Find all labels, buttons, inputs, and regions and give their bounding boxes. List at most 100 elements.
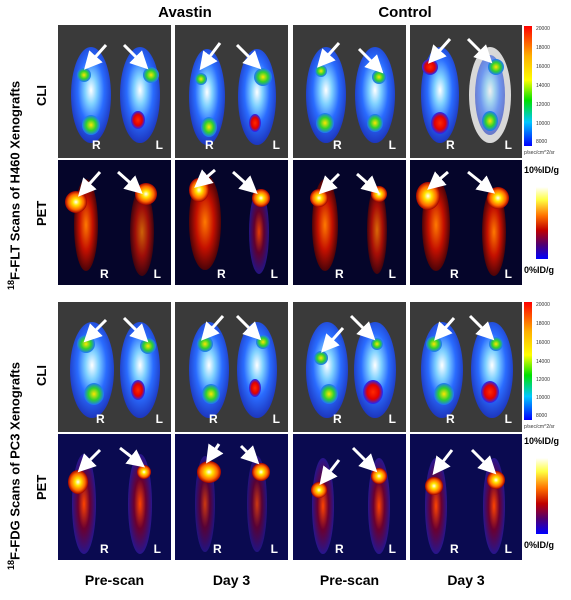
mice-cli-image [70, 316, 160, 418]
label-l: L [153, 542, 161, 556]
label-l: L [272, 138, 280, 152]
label-l: L [153, 267, 161, 281]
cli-tick: 12000 [536, 102, 550, 108]
label-r: R [335, 542, 344, 556]
label-l: L [504, 542, 512, 556]
pet-scale-min: 0%ID/g [524, 265, 555, 275]
mice-pet-image [410, 434, 522, 560]
label-r: R [450, 267, 459, 281]
label-r: R [100, 267, 109, 281]
cli-unit: p/sec/cm^2/sr [524, 424, 555, 430]
cli-colorbar-gradient [524, 26, 532, 146]
label-r: R [205, 138, 214, 152]
pet-panel-pc3-avastin-day3: R L [175, 434, 288, 560]
label-l: L [504, 267, 512, 281]
row-label-cli-top: CLI [34, 85, 49, 106]
cli-tick: 16000 [536, 64, 550, 70]
label-r: R [333, 138, 342, 152]
label-l: L [388, 267, 396, 281]
cli-colorbar-gradient [524, 302, 532, 420]
timepoint-label: Pre-scan [84, 572, 145, 588]
mice-pet-image [293, 160, 406, 285]
mice-pet-image [58, 434, 171, 560]
cli-panel-pc3-control-day3: R L [410, 302, 522, 432]
label-l: L [270, 542, 278, 556]
timepoint-label: Day 3 [212, 572, 251, 588]
cli-tick: 20000 [536, 302, 550, 308]
label-l: L [388, 412, 396, 426]
mice-cli-image [71, 43, 160, 143]
pet-panel-h460-avastin-day3: R L [175, 160, 288, 285]
label-l: L [272, 412, 280, 426]
cli-tick: 16000 [536, 340, 550, 346]
row-label-cli-bottom: CLI [34, 365, 49, 386]
pet-panel-h460-avastin-prescan: R L [58, 160, 171, 285]
cli-panel-pc3-control-prescan: R L [293, 302, 406, 432]
mice-pet-image [175, 160, 288, 285]
cli-tick: 20000 [536, 26, 550, 32]
cli-panel-h460-control-prescan: R L [293, 25, 406, 158]
side-title-top-sup: 18 [6, 279, 16, 290]
cli-colorbar-top: 20000 18000 16000 14000 12000 10000 8000… [524, 26, 568, 158]
cli-tick: 14000 [536, 359, 550, 365]
label-r: R [100, 542, 109, 556]
label-r: R [96, 412, 105, 426]
pet-colorbar-gradient [536, 458, 548, 534]
label-r: R [213, 542, 222, 556]
mice-pet-image [175, 434, 288, 560]
cli-panel-pc3-avastin-prescan: R L [58, 302, 171, 432]
cli-panel-h460-avastin-prescan: R L [58, 25, 171, 158]
label-r: R [92, 138, 101, 152]
cli-tick: 10000 [536, 395, 550, 401]
mice-pet-image [58, 160, 171, 285]
label-l: L [504, 412, 512, 426]
label-r: R [333, 412, 342, 426]
pet-panel-h460-control-day3: R L [410, 160, 522, 285]
side-title-bottom: 18F-FDG Scans of PC3 Xenografts [6, 362, 22, 570]
label-r: R [450, 542, 459, 556]
cli-tick: 14000 [536, 83, 550, 89]
side-title-top-text: F-FLT Scans of H460 Xenografts [7, 80, 23, 280]
side-title-bottom-sup: 18 [6, 559, 16, 570]
label-r: R [446, 138, 455, 152]
pet-colorbar-bottom: 10%ID/g 0%ID/g [524, 436, 571, 560]
mice-pet-image [410, 160, 522, 285]
cli-colorbar-bottom: 20000 18000 16000 14000 12000 10000 8000… [524, 302, 568, 432]
label-l: L [155, 412, 163, 426]
timepoint-label: Day 3 [447, 572, 485, 588]
pet-panel-pc3-control-prescan: R L [293, 434, 406, 560]
cli-tick: 8000 [536, 139, 548, 145]
label-l: L [388, 138, 396, 152]
cli-panel-h460-avastin-day3: R L [175, 25, 288, 158]
mice-pet-image [293, 434, 406, 560]
pet-scale-min: 0%ID/g [524, 540, 555, 550]
cli-panel-h460-control-day3: R L [410, 25, 522, 158]
label-r: R [217, 267, 226, 281]
group-label-control: Control [378, 4, 432, 21]
pet-colorbar-gradient [536, 187, 548, 259]
cli-tick: 18000 [536, 321, 550, 327]
cli-tick: 8000 [536, 413, 548, 419]
mice-cli-image [421, 314, 513, 418]
pet-panel-pc3-control-day3: R L [410, 434, 522, 560]
cli-tick: 12000 [536, 377, 550, 383]
row-label-pet-bottom: PET [34, 474, 49, 500]
mice-cli-image [189, 42, 276, 145]
label-l: L [504, 138, 512, 152]
label-l: L [388, 542, 396, 556]
pet-scale-max: 10%ID/g [524, 165, 560, 175]
pet-panel-pc3-avastin-prescan: R L [58, 434, 171, 560]
cli-panel-pc3-avastin-day3: R L [175, 302, 288, 432]
label-l: L [270, 267, 278, 281]
side-title-top: 18F-FLT Scans of H460 Xenografts [6, 81, 22, 290]
mice-cli-image [189, 314, 277, 418]
label-r: R [446, 412, 455, 426]
cli-tick: 18000 [536, 45, 550, 51]
cli-tick: 10000 [536, 121, 550, 127]
group-label-avastin: Avastin [158, 4, 212, 21]
mice-cli-image [421, 37, 511, 143]
label-l: L [155, 138, 163, 152]
mice-cli-image [306, 314, 396, 418]
pet-panel-h460-control-prescan: R L [293, 160, 406, 285]
pet-colorbar-top: 10%ID/g 0%ID/g [524, 165, 571, 285]
